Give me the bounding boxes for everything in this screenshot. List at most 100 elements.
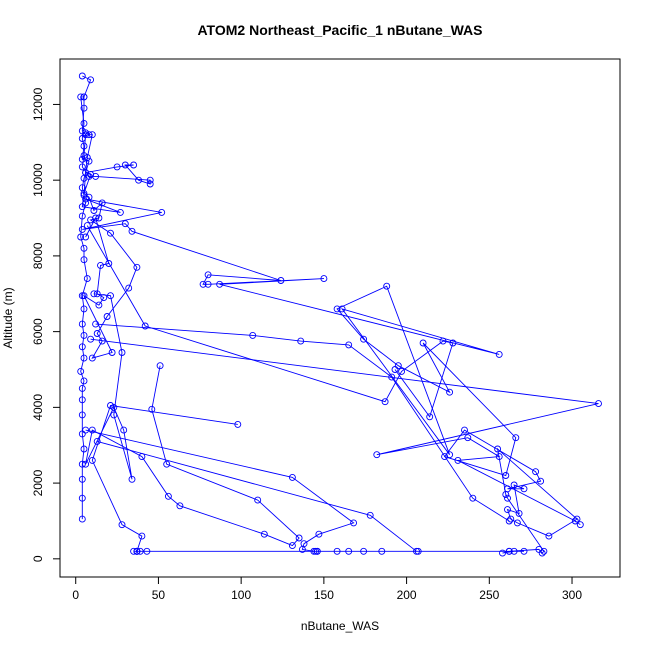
data-point bbox=[510, 481, 518, 489]
y-tick-label: 6000 bbox=[31, 318, 45, 345]
data-point bbox=[78, 225, 86, 233]
data-point bbox=[100, 294, 108, 302]
data-point bbox=[133, 547, 141, 555]
data-point bbox=[537, 477, 545, 485]
data-point bbox=[249, 331, 257, 339]
y-tick-label: 8000 bbox=[31, 242, 45, 269]
data-point bbox=[128, 475, 136, 483]
data-point bbox=[78, 396, 86, 404]
data-point bbox=[204, 271, 212, 279]
data-point bbox=[92, 214, 100, 222]
data-point bbox=[130, 547, 138, 555]
series-line-7 bbox=[85, 293, 300, 547]
x-tick-label: 50 bbox=[152, 588, 166, 602]
data-point bbox=[315, 530, 323, 538]
data-point bbox=[78, 163, 86, 171]
plot-frame bbox=[59, 58, 621, 578]
x-tick-label: 200 bbox=[397, 588, 417, 602]
data-point bbox=[502, 472, 510, 479]
series-line-3 bbox=[82, 132, 138, 359]
data-point bbox=[125, 284, 133, 292]
data-point bbox=[297, 337, 305, 345]
data-point bbox=[118, 349, 126, 356]
y-tick-label: 0 bbox=[31, 555, 45, 562]
data-point bbox=[85, 193, 93, 201]
data-point bbox=[439, 337, 447, 345]
data-point bbox=[77, 367, 85, 375]
data-point bbox=[92, 320, 100, 328]
series-line-8 bbox=[91, 404, 238, 552]
data-point bbox=[366, 511, 374, 519]
data-point bbox=[373, 451, 381, 459]
data-point bbox=[545, 532, 553, 540]
data-point bbox=[469, 494, 477, 502]
data-point bbox=[163, 460, 171, 468]
data-point bbox=[98, 199, 106, 207]
data-point bbox=[83, 222, 91, 230]
data-point bbox=[495, 453, 503, 461]
y-axis-label: Altitude (m) bbox=[1, 287, 15, 348]
data-point bbox=[78, 384, 86, 392]
data-point bbox=[108, 349, 116, 356]
data-point bbox=[120, 426, 128, 434]
data-point bbox=[502, 491, 510, 498]
data-point bbox=[82, 460, 90, 468]
data-point bbox=[216, 280, 224, 288]
y-tick-label: 10000 bbox=[31, 163, 45, 197]
data-point bbox=[110, 403, 118, 411]
data-point bbox=[141, 322, 149, 330]
y-axis: 0 2000 4000 6000 8000 10000 12000 bbox=[31, 87, 61, 562]
data-point bbox=[277, 277, 285, 284]
data-point bbox=[419, 339, 427, 347]
data-point bbox=[495, 350, 503, 358]
data-point bbox=[260, 530, 268, 538]
data-point bbox=[82, 426, 90, 434]
data-point bbox=[138, 453, 146, 461]
x-tick-label: 100 bbox=[231, 588, 251, 602]
data-point bbox=[310, 547, 318, 555]
data-point bbox=[80, 354, 88, 362]
data-point bbox=[156, 362, 164, 370]
data-point bbox=[381, 398, 389, 406]
chart-title: ATOM2 Northeast_Pacific_1 nButane_WAS bbox=[197, 22, 482, 38]
x-tick-label: 150 bbox=[314, 588, 334, 602]
data-point bbox=[234, 420, 242, 428]
data-point bbox=[118, 521, 126, 529]
data-point bbox=[146, 176, 154, 184]
data-point bbox=[80, 331, 88, 339]
series-line-6 bbox=[95, 323, 510, 522]
data-point bbox=[80, 445, 88, 453]
data-point bbox=[573, 515, 581, 523]
data-point bbox=[80, 292, 88, 300]
series-line-1 bbox=[81, 75, 578, 554]
data-point bbox=[360, 547, 368, 555]
data-point bbox=[158, 208, 166, 216]
data-point bbox=[85, 131, 93, 139]
data-point bbox=[333, 547, 341, 555]
data-point bbox=[520, 547, 528, 555]
data-point bbox=[116, 208, 124, 216]
data-point bbox=[398, 367, 406, 375]
data-point bbox=[136, 547, 144, 555]
data-point bbox=[88, 426, 96, 434]
data-point bbox=[576, 521, 584, 529]
data-point bbox=[77, 233, 85, 241]
data-point bbox=[82, 233, 90, 241]
data-point bbox=[95, 301, 103, 309]
data-point bbox=[82, 129, 90, 137]
data-point bbox=[80, 104, 88, 112]
series-line-4 bbox=[86, 225, 454, 418]
data-point bbox=[378, 547, 386, 555]
data-point bbox=[107, 229, 114, 237]
data-point bbox=[391, 366, 399, 373]
data-point bbox=[504, 494, 511, 502]
data-point bbox=[85, 157, 93, 165]
data-point bbox=[97, 261, 104, 269]
data-point bbox=[113, 163, 121, 171]
data-point bbox=[350, 519, 358, 527]
data-point bbox=[88, 354, 96, 362]
data-point bbox=[595, 400, 602, 408]
data-point bbox=[345, 547, 353, 555]
data-point bbox=[320, 275, 328, 283]
